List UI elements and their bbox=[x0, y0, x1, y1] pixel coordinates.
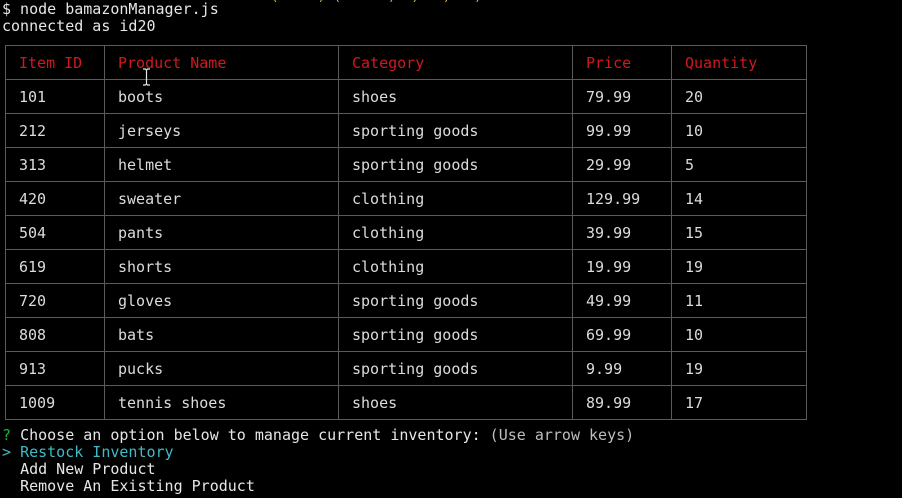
table-row: 720 gloves sporting goods 49.99 11 bbox=[5, 283, 807, 318]
column-header-item-id: Item ID bbox=[5, 45, 105, 80]
cell-price: 69.99 bbox=[572, 317, 672, 352]
cell-price: 89.99 bbox=[572, 385, 672, 420]
table-row: 913 pucks sporting goods 9.99 19 bbox=[5, 351, 807, 386]
cell-quantity: 19 bbox=[671, 249, 807, 284]
menu-option-label: Restock Inventory bbox=[20, 443, 174, 461]
cell-quantity: 17 bbox=[671, 385, 807, 420]
menu-option-label: Remove An Existing Product bbox=[20, 477, 255, 495]
cell-item-id: 808 bbox=[5, 317, 105, 352]
cell-product-name: gloves bbox=[104, 283, 339, 318]
cell-product-name: pucks bbox=[104, 351, 339, 386]
selection-pointer-icon: > bbox=[2, 443, 12, 461]
cell-price: 99.99 bbox=[572, 113, 672, 148]
cell-product-name: boots bbox=[104, 79, 339, 114]
cell-category: sporting goods bbox=[338, 317, 573, 352]
table-header-row: Item ID Product Name Category Price Quan… bbox=[5, 45, 807, 80]
column-header-category: Category bbox=[338, 45, 573, 80]
cell-item-id: 212 bbox=[5, 113, 105, 148]
cell-price: 19.99 bbox=[572, 249, 672, 284]
table-row: 619 shorts clothing 19.99 19 bbox=[5, 249, 807, 284]
cell-category: clothing bbox=[338, 249, 573, 284]
cell-quantity: 5 bbox=[671, 147, 807, 182]
cell-item-id: 913 bbox=[5, 351, 105, 386]
cell-category: sporting goods bbox=[338, 351, 573, 386]
cell-category: clothing bbox=[338, 181, 573, 216]
table-row: 504 pants clothing 39.99 15 bbox=[5, 215, 807, 250]
cell-product-name: tennis shoes bbox=[104, 385, 339, 420]
table-row: 212 jerseys sporting goods 99.99 10 bbox=[5, 113, 807, 148]
cell-item-id: 313 bbox=[5, 147, 105, 182]
cell-category: sporting goods bbox=[338, 283, 573, 318]
menu-option-add-product[interactable]: Add New Product bbox=[2, 460, 156, 478]
cell-quantity: 14 bbox=[671, 181, 807, 216]
cell-product-name: helmet bbox=[104, 147, 339, 182]
cell-price: 129.99 bbox=[572, 181, 672, 216]
cell-quantity: 10 bbox=[671, 317, 807, 352]
table-row: 420 sweater clothing 129.99 14 bbox=[5, 181, 807, 216]
cell-category: sporting goods bbox=[338, 147, 573, 182]
i-beam-cursor-icon bbox=[143, 68, 150, 86]
prompt-question: Choose an option below to manage current… bbox=[20, 426, 481, 444]
cell-price: 49.99 bbox=[572, 283, 672, 318]
cell-item-id: 504 bbox=[5, 215, 105, 250]
column-header-quantity: Quantity bbox=[671, 45, 807, 80]
prompt-question-line: ? Choose an option below to manage curre… bbox=[2, 427, 634, 444]
cell-product-name: shorts bbox=[104, 249, 339, 284]
cell-category: shoes bbox=[338, 385, 573, 420]
cell-price: 9.99 bbox=[572, 351, 672, 386]
column-header-product-name: Product Name bbox=[104, 45, 339, 80]
cell-product-name: sweater bbox=[104, 181, 339, 216]
cell-item-id: 720 bbox=[5, 283, 105, 318]
cell-product-name: bats bbox=[104, 317, 339, 352]
column-header-price: Price bbox=[572, 45, 672, 80]
question-marker: ? bbox=[2, 426, 12, 444]
cell-quantity: 11 bbox=[671, 283, 807, 318]
table-row: 313 helmet sporting goods 29.99 5 bbox=[5, 147, 807, 182]
cell-item-id: 101 bbox=[5, 79, 105, 114]
cell-category: shoes bbox=[338, 79, 573, 114]
cell-price: 79.99 bbox=[572, 79, 672, 114]
cell-quantity: 19 bbox=[671, 351, 807, 386]
menu-option-remove-product[interactable]: Remove An Existing Product bbox=[2, 478, 255, 495]
menu-option-label: Add New Product bbox=[20, 460, 156, 478]
command-line: $ node bamazonManager.js bbox=[2, 0, 219, 18]
cell-quantity: 15 bbox=[671, 215, 807, 250]
menu-option-restock[interactable]: > Restock Inventory bbox=[2, 444, 174, 461]
cell-quantity: 10 bbox=[671, 113, 807, 148]
table-row: 101 boots shoes 79.99 20 bbox=[5, 79, 807, 114]
table-row: 808 bats sporting goods 69.99 10 bbox=[5, 317, 807, 352]
cut-off-top-line: ' ( ) ( ' ) ) ' ) ' ) bbox=[255, 0, 482, 3]
cell-product-name: jerseys bbox=[104, 113, 339, 148]
cell-category: clothing bbox=[338, 215, 573, 250]
cell-category: sporting goods bbox=[338, 113, 573, 148]
cell-quantity: 20 bbox=[671, 79, 807, 114]
prompt-hint: (Use arrow keys) bbox=[489, 426, 635, 444]
cell-item-id: 1009 bbox=[5, 385, 105, 420]
inventory-table: Item ID Product Name Category Price Quan… bbox=[5, 45, 807, 420]
cell-product-name: pants bbox=[104, 215, 339, 250]
connection-status: connected as id20 bbox=[2, 17, 156, 35]
cell-item-id: 619 bbox=[5, 249, 105, 284]
cell-price: 39.99 bbox=[572, 215, 672, 250]
cell-price: 29.99 bbox=[572, 147, 672, 182]
cell-item-id: 420 bbox=[5, 181, 105, 216]
table-row: 1009 tennis shoes shoes 89.99 17 bbox=[5, 385, 807, 420]
